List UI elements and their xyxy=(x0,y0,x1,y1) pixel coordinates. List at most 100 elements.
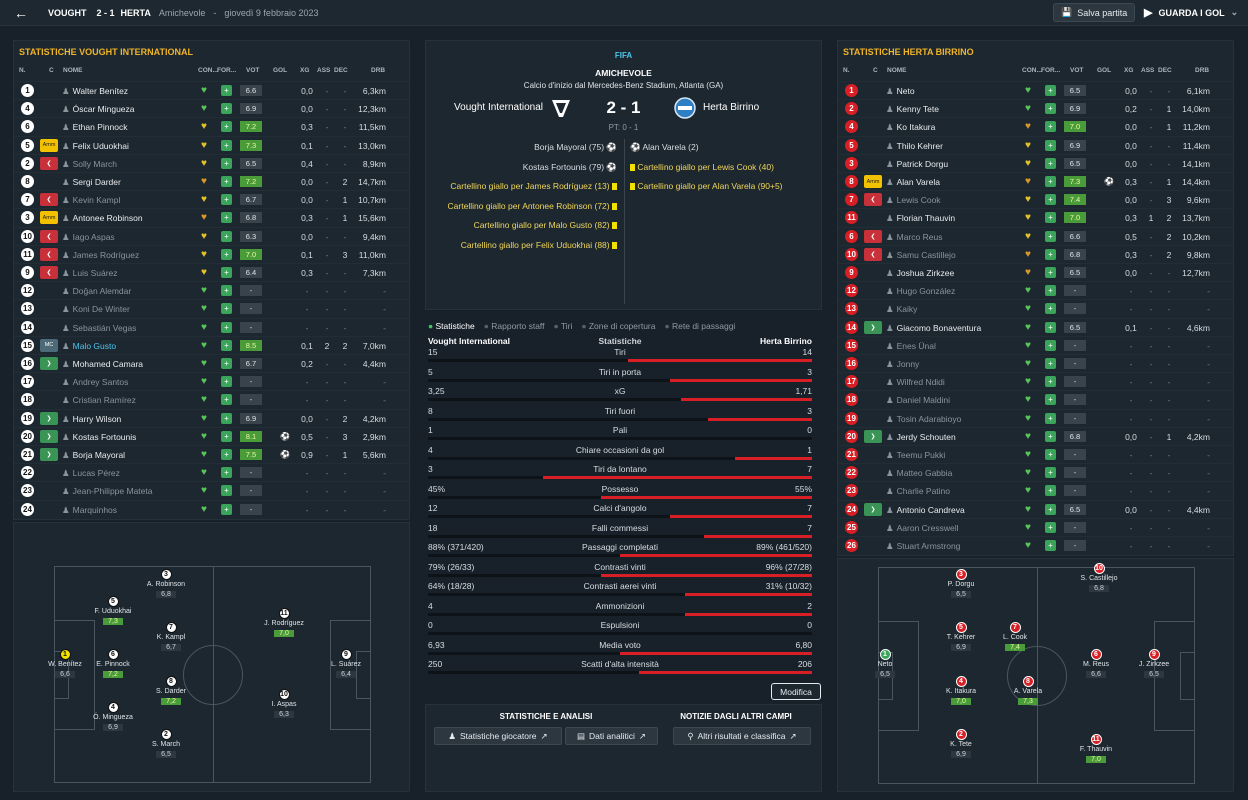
player-row[interactable]: 1 ♟ Neto ♥ + 6.5 0,0 - - 6,1km xyxy=(838,81,1233,99)
player-name[interactable]: ♟ Iago Aspas xyxy=(62,231,115,242)
player-name[interactable]: ♟ Malo Gusto xyxy=(62,340,117,351)
player-name[interactable]: ♟ Thilo Kehrer xyxy=(886,140,943,151)
player-name[interactable]: ♟ Sebastián Vegas xyxy=(62,322,137,333)
col-vot[interactable]: VOT xyxy=(1070,67,1084,74)
col-vot[interactable]: VOT xyxy=(246,67,260,74)
player-name[interactable]: ♟ James Rodríguez xyxy=(62,249,140,260)
player-row[interactable]: 13 ♟ Kaiky ♥ + - - - - - xyxy=(838,299,1233,317)
col-ass[interactable]: ASS xyxy=(317,67,331,74)
player-row[interactable]: 18 ♟ Cristian Ramírez ♥ + - - - - - xyxy=(14,390,409,408)
player-row[interactable]: 5 ♟ Thilo Kehrer ♥ + 6.9 0,0 - - 11,4km xyxy=(838,135,1233,154)
player-row[interactable]: 8 ♟ Sergi Darder ♥ + 7.2 0,0 - 2 14,7km xyxy=(14,172,409,190)
player-name[interactable]: ♟ Daniel Maldini xyxy=(886,395,951,406)
save-match-button[interactable]: 💾 Salva partita xyxy=(1053,3,1135,22)
pitch-player[interactable]: 1 Neto 6,5 xyxy=(860,649,910,678)
analytics-button[interactable]: ▤ Dati analitici ↗ xyxy=(565,727,658,745)
player-name[interactable]: ♟ Kevin Kampl xyxy=(62,195,121,206)
player-row[interactable]: 9 ♟ Joshua Zirkzee ♥ + 6.5 0,0 - - 12,7km xyxy=(838,263,1233,281)
col-name[interactable]: NOME xyxy=(63,67,83,74)
player-name[interactable]: ♟ Antonio Candreva xyxy=(886,504,965,515)
player-name[interactable]: ♟ Luis Suárez xyxy=(62,268,118,278)
pitch-player[interactable]: 10 S. Castillejo 6,8 xyxy=(1074,563,1124,592)
player-name[interactable]: ♟ Sergi Darder xyxy=(62,177,121,187)
player-row[interactable]: 15 ♟ Enes Ünal ♥ + - - - - - xyxy=(838,335,1233,354)
player-row[interactable]: 14 ❯ ♟ Giacomo Bonaventura ♥ + 6.5 0,1 - … xyxy=(838,317,1233,336)
player-row[interactable]: 20 ❯ ♟ Kostas Fortounis ♥ + 8.1 ⚽ 0,5 - 3… xyxy=(14,426,409,445)
player-row[interactable]: 22 ♟ Matteo Gabbia ♥ + - - - - - xyxy=(838,463,1233,481)
player-row[interactable]: 6 ♟ Ethan Pinnock ♥ + 7.2 0,3 - - 11,5km xyxy=(14,117,409,135)
tab-3[interactable]: ● Zone di copertura xyxy=(581,321,656,331)
player-name[interactable]: ♟ Charlie Patino xyxy=(886,486,951,497)
player-row[interactable]: 8 Amm ♟ Alan Varela ♥ + 7.3 ⚽ 0,3 - 1 14,… xyxy=(838,172,1233,190)
col-ass[interactable]: ASS xyxy=(1141,67,1155,74)
pitch-player[interactable]: 4 Ó. Mingueza 6,9 xyxy=(88,702,138,731)
player-name[interactable]: ♟ Solly March xyxy=(62,158,118,169)
player-row[interactable]: 10 ❮ ♟ Samu Castillejo ♥ + 6.8 0,3 - 2 9,… xyxy=(838,244,1233,263)
player-name[interactable]: ♟ Ethan Pinnock xyxy=(62,122,128,133)
other-results-button[interactable]: ⚲ Altri risultati e classifica ↗ xyxy=(673,727,811,745)
player-row[interactable]: 3 Amm ♟ Antonee Robinson ♥ + 6.8 0,3 - 1 … xyxy=(14,208,409,226)
player-name[interactable]: ♟ Aaron Cresswell xyxy=(886,522,959,533)
player-row[interactable]: 11 ♟ Florian Thauvin ♥ + 7.0 0,3 1 2 13,7… xyxy=(838,208,1233,226)
player-name[interactable]: ♟ Jerdy Schouten xyxy=(886,431,956,442)
pitch-player[interactable]: 11 J. Rodríguez 7,0 xyxy=(259,608,309,637)
player-row[interactable]: 24 ❯ ♟ Antonio Candreva ♥ + 6.5 0,0 - - 4… xyxy=(838,499,1233,518)
player-name[interactable]: ♟ Jean-Philippe Mateta xyxy=(62,486,153,497)
player-name[interactable]: ♟ Florian Thauvin xyxy=(886,213,956,224)
away-team-name[interactable]: Herta Birrino xyxy=(703,102,760,113)
pitch-player[interactable]: 9 J. Zirkzee 6,5 xyxy=(1129,649,1179,678)
player-row[interactable]: 16 ❯ ♟ Mohamed Camara ♥ + 6.7 0,2 - - 4,4… xyxy=(14,354,409,372)
player-name[interactable]: ♟ Giacomo Bonaventura xyxy=(886,322,982,333)
player-row[interactable]: 6 ❮ ♟ Marco Reus ♥ + 6.6 0,5 - 2 10,2km xyxy=(838,226,1233,245)
player-name[interactable]: ♟ Koni De Winter xyxy=(62,304,130,315)
col-con[interactable]: CON... xyxy=(1022,67,1042,74)
player-row[interactable]: 14 ♟ Sebastián Vegas ♥ + - - - - - xyxy=(14,317,409,336)
player-name[interactable]: ♟ Samu Castillejo xyxy=(886,249,956,260)
col-xg[interactable]: XG xyxy=(1124,67,1134,74)
player-name[interactable]: ♟ Felix Uduokhai xyxy=(62,140,129,151)
player-row[interactable]: 2 ❮ ♟ Solly March ♥ + 6.5 0,4 - - 8,9km xyxy=(14,153,409,172)
player-name[interactable]: ♟ Borja Mayoral xyxy=(62,450,126,460)
player-row[interactable]: 12 ♟ Hugo González ♥ + - - - - - xyxy=(838,281,1233,299)
pitch-player[interactable]: 1 W. Benítez 6,6 xyxy=(40,649,90,678)
pitch-player[interactable]: 3 P. Dorgu 6,5 xyxy=(936,569,986,598)
player-name[interactable]: ♟ Doğan Alemdar xyxy=(62,286,132,297)
player-name[interactable]: ♟ Teemu Pukki xyxy=(886,450,946,460)
player-row[interactable]: 12 ♟ Doğan Alemdar ♥ + - - - - - xyxy=(14,281,409,299)
player-row[interactable]: 7 ❮ ♟ Lewis Cook ♥ + 7.4 0,0 - 3 9,6km xyxy=(838,190,1233,208)
player-row[interactable]: 10 ❮ ♟ Iago Aspas ♥ + 6.3 0,0 - - 9,4km xyxy=(14,226,409,245)
player-row[interactable]: 23 ♟ Charlie Patino ♥ + - - - - - xyxy=(838,481,1233,499)
col-drb[interactable]: DRB xyxy=(1195,67,1210,74)
col-gol[interactable]: GOL xyxy=(1097,67,1112,74)
player-row[interactable]: 4 ♟ Óscar Mingueza ♥ + 6.9 0,0 - - 12,3km xyxy=(14,99,409,117)
player-row[interactable]: 18 ♟ Daniel Maldini ♥ + - - - - - xyxy=(838,390,1233,408)
pitch-player[interactable]: 4 K. Itakura 7,0 xyxy=(936,676,986,705)
player-row[interactable]: 21 ♟ Teemu Pukki ♥ + - - - - - xyxy=(838,445,1233,463)
pitch-player[interactable]: 8 S. Darder 7,2 xyxy=(146,676,196,705)
col-xg[interactable]: XG xyxy=(300,67,310,74)
player-row[interactable]: 7 ❮ ♟ Kevin Kampl ♥ + 6.7 0,0 - 1 10,7km xyxy=(14,190,409,208)
player-name[interactable]: ♟ Jonny xyxy=(886,359,920,369)
player-name[interactable]: ♟ Marco Reus xyxy=(886,231,943,242)
player-name[interactable]: ♟ Walter Benítez xyxy=(62,86,129,96)
pitch-player[interactable]: 7 L. Cook 7,4 xyxy=(990,622,1040,651)
tab-4[interactable]: ● Rete di passaggi xyxy=(664,321,736,331)
pitch-player[interactable]: 6 E. Pinnock 7,2 xyxy=(88,649,138,678)
player-row[interactable]: 24 ♟ Marquinhos ♥ + - - - - - xyxy=(14,499,409,518)
player-name[interactable]: ♟ Antonee Robinson xyxy=(62,213,143,224)
player-name[interactable]: ♟ Alan Varela xyxy=(886,177,940,187)
col-gol[interactable]: GOL xyxy=(273,67,288,74)
pitch-player[interactable]: 7 K. Kampl 6,7 xyxy=(146,622,196,651)
player-name[interactable]: ♟ Harry Wilson xyxy=(62,413,122,424)
pitch-player[interactable]: 10 I. Aspas 6,3 xyxy=(259,689,309,718)
player-row[interactable]: 16 ♟ Jonny ♥ + - - - - - xyxy=(838,354,1233,372)
player-name[interactable]: ♟ Marquinhos xyxy=(62,504,118,515)
pitch-player[interactable]: 5 T. Kehrer 6,9 xyxy=(936,622,986,651)
modify-button[interactable]: Modifica xyxy=(771,683,821,700)
player-row[interactable]: 5 Amm ♟ Felix Uduokhai ♥ + 7.3 0,1 - - 13… xyxy=(14,135,409,154)
pitch-player[interactable]: 2 K. Tete 6,9 xyxy=(936,729,986,758)
player-name[interactable]: ♟ Kenny Tete xyxy=(886,104,940,115)
player-stats-button[interactable]: ♟ Statistiche giocatore ↗ xyxy=(434,727,562,745)
player-name[interactable]: ♟ Cristian Ramírez xyxy=(62,395,136,406)
col-drb[interactable]: DRB xyxy=(371,67,386,74)
